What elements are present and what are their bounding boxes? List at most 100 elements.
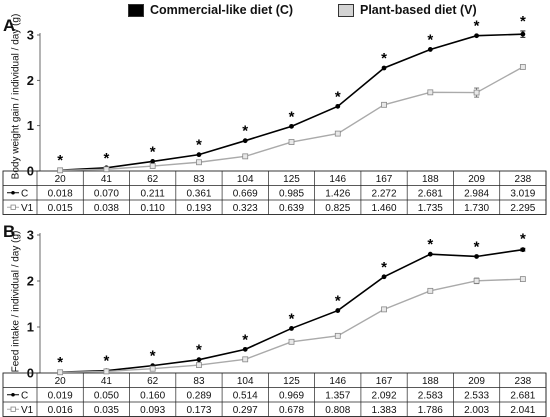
table-cell-value: 0.323 xyxy=(233,203,258,214)
table-cell-value: 2.583 xyxy=(418,391,443,402)
table-cell-value: 1.786 xyxy=(418,405,443,416)
table-cell-value: 0.070 xyxy=(94,189,119,200)
series-row-label: C xyxy=(21,189,28,200)
significance-marker: * xyxy=(57,354,63,371)
x-tick-label: 20 xyxy=(55,174,67,185)
significance-marker: * xyxy=(242,123,248,140)
point-v1 xyxy=(473,277,480,284)
panel-letter-a: A xyxy=(3,16,16,35)
table-cell-value: 2.681 xyxy=(510,391,535,402)
significance-marker: * xyxy=(474,238,480,255)
significance-marker: * xyxy=(196,137,202,154)
significance-marker: * xyxy=(335,293,341,310)
point-c xyxy=(335,308,341,313)
significance-marker: * xyxy=(335,88,341,105)
point-c xyxy=(150,159,156,164)
significance-marker: * xyxy=(103,150,109,167)
x-tick-label: 209 xyxy=(468,174,485,185)
table-cell-value: 0.514 xyxy=(233,391,258,402)
significance-marker: * xyxy=(520,13,526,30)
x-tick-label: 188 xyxy=(422,174,439,185)
y-tick-label: 3 xyxy=(27,28,34,43)
y-tick-label: 2 xyxy=(27,73,34,88)
point-c xyxy=(196,357,202,363)
point-v1 xyxy=(196,362,202,368)
significance-marker: * xyxy=(196,342,202,359)
point-v1 xyxy=(149,365,156,372)
table-cell-value: 0.035 xyxy=(94,405,119,416)
table-cell-value: 1.735 xyxy=(418,203,443,214)
table-cell-value: 2.041 xyxy=(510,405,535,416)
significance-marker: * xyxy=(381,50,387,67)
point-c xyxy=(427,47,433,52)
legend-label-v: Plant-based diet (V) xyxy=(360,3,477,17)
x-tick-label: 209 xyxy=(468,376,485,387)
x-tick-label: 41 xyxy=(101,174,113,185)
table-cell-value: 0.985 xyxy=(279,189,304,200)
point-c xyxy=(289,123,294,129)
significance-marker: * xyxy=(381,259,387,276)
significance-marker: * xyxy=(427,236,433,253)
point-v1 xyxy=(57,369,64,376)
point-v1 xyxy=(381,101,387,108)
point-c xyxy=(427,251,433,257)
table-cell-value: 0.015 xyxy=(48,203,73,214)
table-cell-value: 1.383 xyxy=(372,405,397,416)
point-v1 xyxy=(427,89,434,96)
table-cell-value: 2.003 xyxy=(464,405,489,416)
legend-swatch-c xyxy=(128,3,144,17)
x-tick-label: 125 xyxy=(283,376,300,387)
point-v1 xyxy=(242,153,249,160)
point-v1 xyxy=(103,368,110,375)
x-tick-label: 146 xyxy=(329,376,346,387)
y-tick-label: 1 xyxy=(27,118,34,133)
point-v1 xyxy=(334,332,341,339)
point-v1 xyxy=(288,139,295,145)
row-key-marker xyxy=(11,392,15,397)
x-tick-label: 20 xyxy=(55,376,67,387)
table-cell-value: 0.825 xyxy=(325,203,350,214)
table-cell-value: 0.361 xyxy=(186,189,211,200)
table-cell-value: 2.272 xyxy=(372,189,397,200)
table-cell-value: 1.357 xyxy=(325,391,350,402)
series-row-label: V1 xyxy=(21,203,34,214)
table-cell-value: 1.460 xyxy=(372,203,397,214)
significance-marker: * xyxy=(150,348,156,365)
point-c xyxy=(474,33,479,39)
point-c xyxy=(381,274,387,280)
significance-marker: * xyxy=(57,152,63,169)
point-v1 xyxy=(519,276,526,283)
x-tick-label: 41 xyxy=(101,376,113,387)
row-key-marker xyxy=(11,190,15,195)
row-key-marker xyxy=(10,406,16,412)
table-cell-value: 0.050 xyxy=(94,391,119,402)
point-v1 xyxy=(519,64,526,70)
significance-marker: * xyxy=(150,143,156,160)
table-cell-value: 2.984 xyxy=(464,189,489,200)
point-v1 xyxy=(149,163,156,169)
table-cell-value: 0.211 xyxy=(141,189,166,200)
x-tick-label: 238 xyxy=(515,376,532,387)
point-v1 xyxy=(334,130,341,137)
x-tick-label: 188 xyxy=(422,376,439,387)
table-cell-value: 0.289 xyxy=(186,391,211,402)
point-v1 xyxy=(242,356,249,363)
significance-marker: * xyxy=(289,310,295,327)
table-cell-value: 2.533 xyxy=(464,391,489,402)
point-c xyxy=(196,152,202,158)
legend: Commercial-like diet (C) Plant-based die… xyxy=(0,0,550,22)
point-c xyxy=(242,346,248,352)
significance-marker: * xyxy=(427,31,433,48)
x-tick-label: 167 xyxy=(376,174,393,185)
point-c xyxy=(289,326,294,331)
significance-marker: * xyxy=(242,331,248,348)
significance-marker: * xyxy=(103,353,109,370)
x-tick-label: 62 xyxy=(147,376,159,387)
y-tick-label: 1 xyxy=(27,320,34,335)
table-cell-value: 0.016 xyxy=(48,405,73,416)
point-c xyxy=(520,247,526,253)
table-cell-value: 0.093 xyxy=(140,405,165,416)
